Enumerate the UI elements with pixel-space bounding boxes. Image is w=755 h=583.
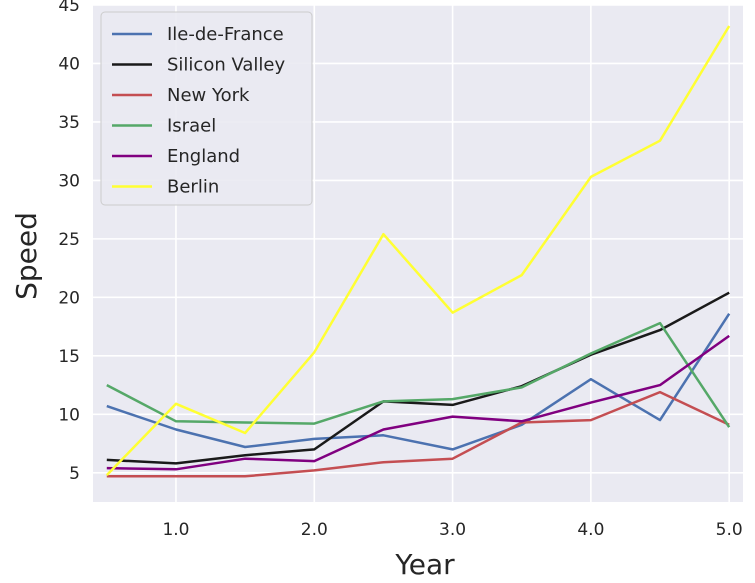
y-tick-label: 5 [69, 464, 80, 484]
series-line-new-york [106, 390, 730, 478]
legend-label: Israel [167, 116, 216, 137]
legend-box [100, 11, 313, 206]
legend-label: England [167, 146, 240, 167]
series-line-ile-de-france [106, 313, 731, 451]
y-tick-label: 40 [58, 54, 80, 74]
y-tick-label: 20 [58, 288, 80, 308]
legend-label: Silicon Valley [167, 55, 285, 76]
legend-label: New York [167, 85, 250, 106]
x-tick-label: 2.0 [301, 520, 328, 540]
x-tick-label: 5.0 [716, 520, 743, 540]
legend: Ile-de-France Silicon Valley New York Israe… [100, 11, 313, 206]
series-line-england [106, 334, 730, 471]
legend-label: Berlin [167, 177, 219, 198]
y-tick-label: 30 [58, 171, 80, 191]
y-tick-label: 15 [58, 347, 80, 367]
y-tick-label: 25 [58, 230, 80, 250]
series-lines [105, 25, 731, 478]
y-axis-title: Speed [10, 212, 43, 300]
x-tick-label: 4.0 [577, 520, 604, 540]
y-tick-label: 10 [58, 405, 80, 425]
x-axis-title: Year [394, 548, 455, 581]
y-tick-label: 45 [58, 0, 80, 16]
y-tick-label: 35 [58, 113, 80, 133]
series-line-israel [106, 321, 731, 428]
series-line-berlin [105, 25, 731, 476]
series-line-silicon-valley [106, 291, 730, 465]
tick-labels: 5 10 15 20 25 30 35 40 45 1.0 2.0 3.0 4.0 5.0 [58, 0, 742, 540]
x-tick-label: 1.0 [162, 520, 189, 540]
legend-label: Ile-de-France [167, 24, 284, 45]
x-tick-label: 3.0 [439, 520, 466, 540]
